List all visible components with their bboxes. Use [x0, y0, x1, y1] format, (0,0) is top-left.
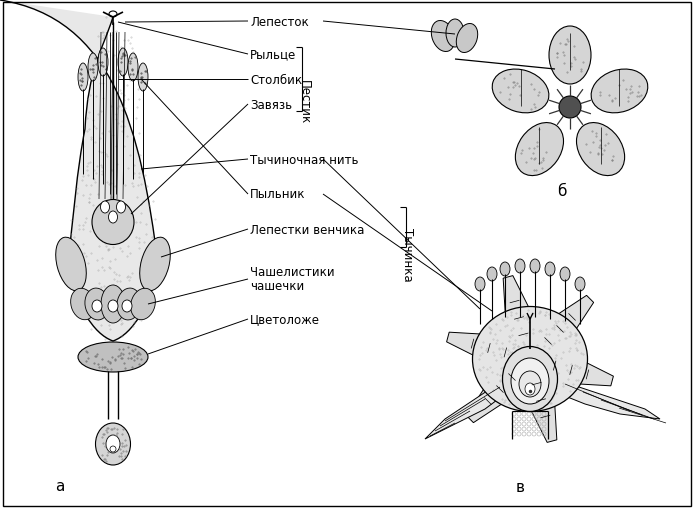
- Ellipse shape: [530, 260, 540, 273]
- Ellipse shape: [98, 49, 108, 77]
- Ellipse shape: [139, 238, 170, 291]
- Ellipse shape: [117, 202, 126, 214]
- Polygon shape: [447, 332, 514, 371]
- Polygon shape: [466, 362, 527, 423]
- Text: Чашелистики: Чашелистики: [250, 266, 335, 279]
- Text: Пестик: Пестик: [298, 80, 310, 124]
- Polygon shape: [555, 379, 660, 419]
- Text: Лепесток: Лепесток: [250, 15, 309, 29]
- Ellipse shape: [108, 300, 118, 313]
- Ellipse shape: [118, 49, 128, 77]
- Ellipse shape: [92, 200, 134, 245]
- Text: Столбик: Столбик: [250, 73, 302, 87]
- Ellipse shape: [559, 97, 581, 119]
- Ellipse shape: [138, 64, 148, 92]
- Ellipse shape: [525, 383, 535, 395]
- Ellipse shape: [101, 202, 110, 214]
- Ellipse shape: [487, 267, 497, 281]
- Ellipse shape: [101, 286, 125, 323]
- Polygon shape: [547, 348, 613, 386]
- Ellipse shape: [128, 54, 138, 82]
- Ellipse shape: [110, 446, 116, 452]
- Ellipse shape: [117, 289, 141, 320]
- Ellipse shape: [516, 123, 564, 176]
- Text: б: б: [557, 184, 567, 199]
- Ellipse shape: [549, 27, 591, 85]
- Ellipse shape: [475, 277, 485, 292]
- Ellipse shape: [431, 21, 455, 52]
- Ellipse shape: [108, 212, 117, 223]
- Polygon shape: [425, 379, 505, 439]
- Ellipse shape: [519, 371, 541, 397]
- Ellipse shape: [130, 289, 155, 320]
- Text: Лепестки венчика: Лепестки венчика: [250, 223, 364, 236]
- Ellipse shape: [122, 300, 132, 313]
- Ellipse shape: [446, 20, 464, 48]
- Ellipse shape: [88, 54, 98, 82]
- Ellipse shape: [560, 267, 570, 281]
- Text: а: а: [56, 478, 65, 494]
- Text: Пыльник: Пыльник: [250, 188, 305, 201]
- Ellipse shape: [78, 343, 148, 372]
- Polygon shape: [518, 376, 557, 442]
- Ellipse shape: [96, 423, 130, 465]
- Ellipse shape: [78, 64, 88, 92]
- Ellipse shape: [85, 289, 109, 320]
- Text: чашечки: чашечки: [250, 280, 304, 293]
- Ellipse shape: [515, 260, 525, 273]
- Ellipse shape: [575, 277, 585, 292]
- Ellipse shape: [109, 12, 117, 18]
- Text: Завязь: Завязь: [250, 98, 292, 111]
- Ellipse shape: [92, 300, 102, 313]
- Text: Цветоложе: Цветоложе: [250, 313, 320, 326]
- Ellipse shape: [502, 347, 557, 412]
- Text: Рыльце: Рыльце: [250, 48, 296, 62]
- Ellipse shape: [511, 358, 549, 404]
- Text: в: в: [516, 479, 525, 495]
- Ellipse shape: [545, 263, 555, 276]
- Polygon shape: [533, 296, 593, 356]
- Ellipse shape: [500, 263, 510, 276]
- Polygon shape: [503, 276, 542, 343]
- Ellipse shape: [56, 238, 86, 291]
- Ellipse shape: [591, 70, 648, 114]
- Ellipse shape: [106, 435, 120, 453]
- Text: Тычиночная нить: Тычиночная нить: [250, 153, 359, 166]
- Ellipse shape: [456, 24, 477, 53]
- Ellipse shape: [492, 70, 549, 114]
- Ellipse shape: [473, 307, 588, 412]
- Text: Тычинка: Тычинка: [402, 228, 414, 281]
- Ellipse shape: [71, 289, 95, 320]
- Ellipse shape: [577, 123, 625, 176]
- PathPatch shape: [0, 18, 158, 509]
